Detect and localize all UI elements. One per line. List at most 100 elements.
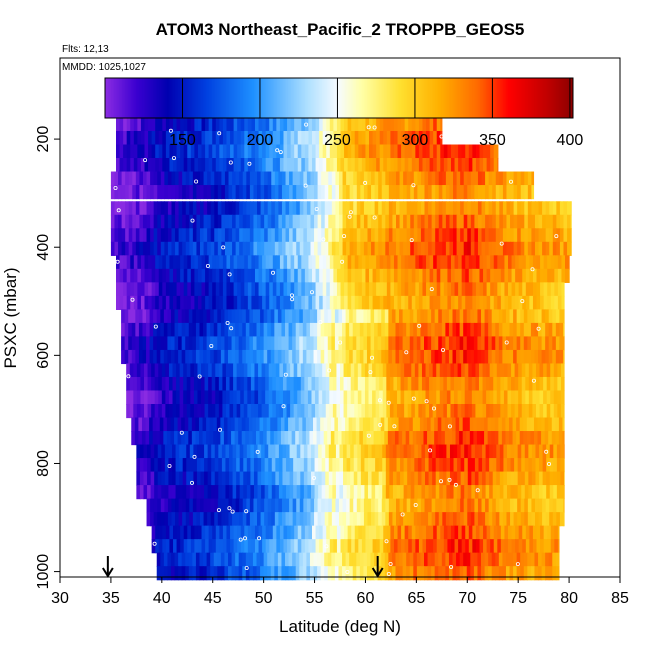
heatmap-cell — [512, 417, 517, 432]
heatmap-cell — [479, 539, 484, 554]
heatmap-cell — [443, 390, 448, 405]
heatmap-cell — [530, 566, 536, 581]
heatmap-cell — [361, 404, 366, 419]
heatmap-cell — [381, 201, 386, 216]
heatmap-cell — [435, 444, 440, 459]
heatmap-cell — [161, 404, 166, 419]
heatmap-cell — [532, 390, 537, 405]
heatmap-cell — [406, 566, 411, 581]
heatmap-cell — [271, 214, 276, 229]
heatmap-cell — [169, 525, 174, 540]
heatmap-cell — [228, 171, 233, 186]
heatmap-cell — [367, 498, 372, 513]
heatmap-cell — [148, 130, 153, 146]
heatmap-cell — [559, 201, 565, 216]
heatmap-cell — [531, 458, 537, 473]
heatmap-cell — [213, 566, 218, 581]
heatmap-cell — [189, 171, 194, 186]
heatmap-cell — [377, 336, 382, 351]
heatmap-cell — [201, 130, 206, 146]
colorbar-segment — [470, 78, 473, 118]
heatmap-cell — [260, 336, 265, 351]
heatmap-cell — [549, 444, 554, 459]
heatmap-cell — [457, 376, 462, 392]
heatmap-cell — [349, 201, 354, 216]
heatmap-cell — [388, 512, 394, 527]
colorbar-segment — [562, 78, 565, 118]
heatmap-cell — [207, 241, 212, 256]
heatmap-cell — [363, 241, 369, 256]
heatmap-cell — [500, 363, 505, 378]
heatmap-cell — [114, 171, 119, 186]
colorbar-segment — [309, 78, 312, 118]
heatmap-cell — [531, 185, 535, 200]
heatmap-cell — [429, 117, 434, 132]
heatmap-cell — [443, 144, 449, 159]
heatmap-cell — [350, 458, 355, 473]
heatmap-cell — [385, 185, 390, 200]
colorbar-segment — [210, 78, 213, 118]
heatmap-cell — [126, 158, 131, 173]
heatmap-cell — [268, 458, 273, 473]
heatmap-cell — [261, 458, 266, 473]
heatmap-cell — [481, 322, 486, 338]
heatmap-cell — [493, 158, 498, 173]
data-point — [179, 430, 184, 435]
heatmap-cell — [315, 390, 320, 405]
heatmap-cell — [307, 376, 313, 392]
heatmap-cell — [126, 130, 131, 146]
heatmap-cell — [499, 171, 504, 186]
heatmap-cell — [379, 404, 384, 419]
colorbar-segment — [153, 78, 156, 118]
heatmap-cell — [349, 566, 354, 581]
heatmap-cell — [283, 255, 288, 270]
heatmap-cell — [289, 458, 294, 473]
heatmap-cell — [493, 525, 498, 540]
heatmap-cell — [545, 349, 550, 365]
heatmap-cell — [204, 458, 209, 473]
heatmap-cell — [167, 171, 173, 186]
heatmap-cell — [429, 376, 434, 392]
colorbar-segment — [135, 78, 139, 118]
heatmap-cell — [346, 485, 351, 500]
heatmap-cell — [170, 417, 175, 432]
colorbar-segment — [115, 78, 118, 118]
heatmap-cell — [388, 214, 394, 229]
heatmap-cell — [395, 309, 400, 324]
heatmap-cell — [302, 349, 307, 365]
heatmap-cell — [347, 255, 352, 270]
heatmap-cell — [187, 158, 192, 173]
heatmap-cell — [128, 214, 133, 229]
heatmap-cell — [212, 539, 217, 554]
heatmap-cell — [208, 404, 213, 419]
heatmap-cell — [366, 552, 372, 567]
x-tick-label: 40 — [153, 590, 171, 607]
colorbar-segment — [176, 78, 179, 118]
heatmap-cell — [233, 295, 238, 310]
data-point — [411, 396, 416, 401]
data-point — [530, 267, 535, 272]
heatmap-cell — [337, 417, 343, 432]
heatmap-cell — [563, 214, 568, 229]
heatmap-cell — [139, 458, 145, 473]
heatmap-cell — [160, 201, 165, 216]
heatmap-cell — [459, 349, 464, 365]
heatmap-cell — [232, 498, 237, 513]
heatmap-cell — [345, 552, 350, 567]
heatmap-cell — [522, 539, 527, 554]
heatmap-cell — [123, 295, 128, 310]
heatmap-cell — [484, 552, 489, 567]
heatmap-cell — [181, 349, 186, 365]
heatmap-cell — [472, 295, 477, 310]
heatmap-cell — [439, 404, 444, 419]
heatmap-cell — [477, 201, 483, 216]
heatmap-cell — [371, 485, 376, 500]
heatmap-cell — [471, 444, 476, 459]
heatmap-cell — [151, 268, 156, 283]
heatmap-cell — [331, 201, 337, 216]
heatmap-cell — [399, 241, 404, 256]
heatmap-cell — [502, 322, 507, 338]
heatmap-cell — [368, 390, 373, 405]
heatmap-cell — [506, 185, 511, 200]
heatmap-cell — [450, 282, 456, 297]
